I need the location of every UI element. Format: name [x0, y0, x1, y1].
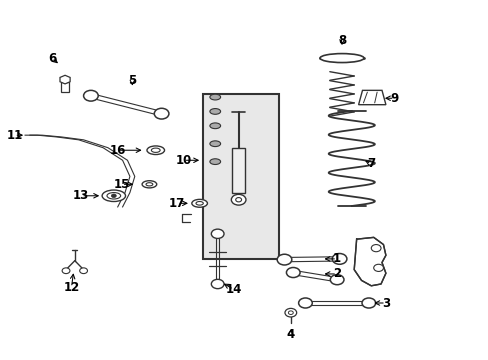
Circle shape: [111, 194, 116, 198]
Polygon shape: [358, 90, 385, 105]
Text: 17: 17: [169, 197, 185, 210]
Circle shape: [288, 311, 293, 315]
Circle shape: [83, 90, 98, 101]
Text: 1: 1: [332, 252, 341, 265]
Ellipse shape: [142, 181, 157, 188]
Circle shape: [285, 309, 296, 317]
Circle shape: [154, 108, 168, 119]
Text: 3: 3: [381, 297, 389, 310]
Bar: [232, 148, 244, 193]
Text: 10: 10: [175, 154, 191, 167]
Text: 9: 9: [390, 92, 398, 105]
Text: 8: 8: [337, 33, 346, 47]
Circle shape: [235, 198, 241, 202]
Ellipse shape: [209, 159, 220, 165]
Ellipse shape: [102, 190, 125, 202]
Circle shape: [298, 298, 312, 308]
Text: 7: 7: [366, 157, 375, 170]
Circle shape: [211, 229, 224, 238]
Ellipse shape: [209, 109, 220, 114]
Circle shape: [277, 254, 291, 265]
Circle shape: [361, 298, 375, 308]
Polygon shape: [60, 75, 70, 84]
Circle shape: [370, 244, 380, 252]
Bar: [61, 82, 69, 93]
Text: 6: 6: [48, 51, 56, 64]
Ellipse shape: [191, 199, 207, 207]
Text: 16: 16: [109, 144, 125, 157]
Polygon shape: [353, 237, 385, 286]
Ellipse shape: [196, 202, 203, 205]
Circle shape: [330, 275, 343, 285]
Ellipse shape: [147, 146, 164, 154]
Text: 4: 4: [286, 328, 294, 341]
Ellipse shape: [146, 183, 153, 186]
Circle shape: [231, 194, 245, 205]
Ellipse shape: [209, 123, 220, 129]
Ellipse shape: [107, 193, 121, 199]
Text: 15: 15: [113, 178, 129, 191]
Circle shape: [80, 268, 87, 274]
Text: 14: 14: [225, 283, 242, 296]
Bar: [203, 94, 278, 259]
Text: 11: 11: [6, 129, 22, 142]
Circle shape: [62, 268, 70, 274]
Text: 2: 2: [332, 267, 341, 280]
Circle shape: [373, 264, 383, 271]
Ellipse shape: [320, 54, 363, 63]
Circle shape: [286, 267, 300, 278]
Ellipse shape: [209, 141, 220, 147]
Text: 5: 5: [128, 74, 136, 87]
Text: 13: 13: [73, 189, 89, 202]
Circle shape: [211, 279, 224, 289]
Ellipse shape: [151, 148, 160, 152]
Circle shape: [331, 253, 346, 264]
Text: 12: 12: [63, 281, 80, 294]
Ellipse shape: [209, 94, 220, 100]
